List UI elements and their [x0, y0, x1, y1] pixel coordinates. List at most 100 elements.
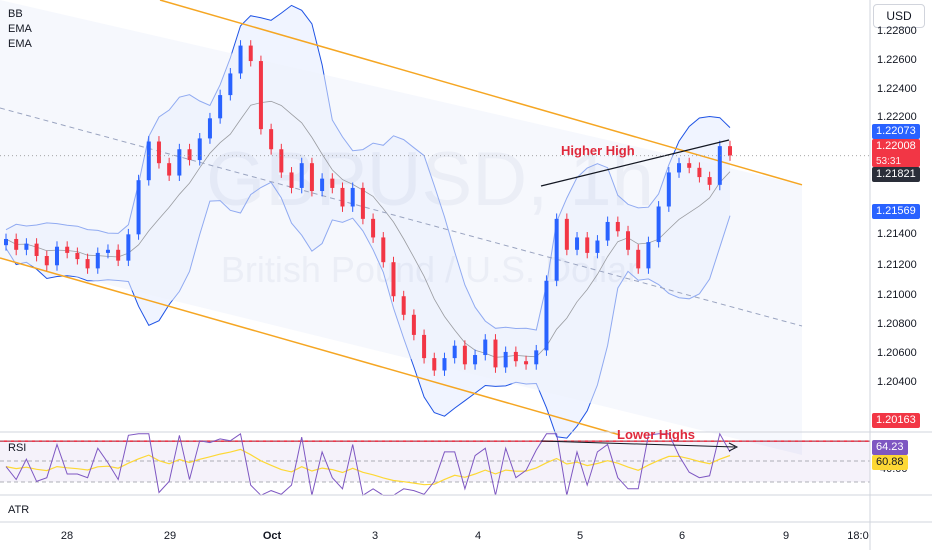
rsi-line[interactable]: [5, 432, 731, 497]
candle[interactable]: [197, 133, 202, 166]
candle[interactable]: [636, 244, 641, 274]
candle[interactable]: [554, 213, 559, 287]
candle[interactable]: [14, 233, 19, 256]
candle[interactable]: [218, 89, 223, 124]
candle[interactable]: [320, 173, 325, 197]
lower-highs-label: Lower Highs: [617, 427, 696, 442]
candle[interactable]: [34, 238, 39, 262]
candle[interactable]: [24, 238, 29, 256]
candle[interactable]: [717, 140, 722, 191]
candle[interactable]: [156, 136, 161, 169]
channel-lower-line[interactable]: [0, 257, 621, 436]
candle[interactable]: [238, 40, 243, 79]
candle-body: [534, 350, 539, 365]
price-axis-tick: 1.22200: [877, 111, 917, 123]
candle[interactable]: [340, 182, 345, 212]
candle[interactable]: [146, 136, 151, 186]
candle[interactable]: [136, 174, 141, 240]
candle[interactable]: [95, 247, 100, 274]
candle[interactable]: [513, 346, 518, 367]
candle[interactable]: [595, 235, 600, 259]
candle[interactable]: [462, 340, 467, 370]
candle[interactable]: [4, 233, 8, 251]
atr-pane-label[interactable]: ATR: [8, 504, 30, 516]
candle[interactable]: [687, 157, 692, 174]
candle[interactable]: [605, 216, 610, 246]
candle[interactable]: [228, 68, 233, 101]
candle[interactable]: [248, 40, 253, 67]
candle[interactable]: [350, 182, 355, 212]
candle[interactable]: [585, 232, 590, 259]
candle-body: [575, 237, 580, 250]
candle[interactable]: [493, 334, 498, 373]
time-axis-tick: Oct: [262, 530, 282, 542]
candle[interactable]: [524, 355, 529, 370]
time-axis-tick: 4: [474, 530, 482, 542]
price-axis-tick: 1.20400: [877, 376, 917, 388]
candle[interactable]: [65, 241, 70, 259]
candle[interactable]: [707, 171, 712, 191]
candle[interactable]: [54, 241, 59, 271]
candle[interactable]: [126, 228, 131, 267]
indicator-label-bb[interactable]: BB: [8, 8, 23, 20]
candle[interactable]: [646, 236, 651, 274]
candle[interactable]: [371, 213, 376, 243]
candle[interactable]: [116, 244, 121, 267]
price-axis-tick: 1.21400: [877, 228, 917, 240]
candle[interactable]: [279, 143, 284, 178]
candle[interactable]: [309, 157, 314, 197]
channel-upper-line[interactable]: [159, 0, 803, 186]
candle[interactable]: [105, 244, 110, 259]
candle[interactable]: [258, 55, 263, 135]
candle[interactable]: [187, 143, 192, 166]
candle[interactable]: [473, 349, 478, 370]
candle[interactable]: [534, 344, 539, 370]
channel-median-line[interactable]: [0, 107, 803, 327]
candle[interactable]: [85, 253, 90, 274]
lower-highs-trendline[interactable]: [540, 440, 736, 448]
candle[interactable]: [289, 167, 294, 194]
candle[interactable]: [452, 340, 457, 364]
rsi-ma-line[interactable]: [5, 448, 731, 486]
candle[interactable]: [360, 182, 365, 225]
candle[interactable]: [564, 213, 569, 256]
candle[interactable]: [442, 352, 447, 376]
candle[interactable]: [615, 216, 620, 237]
candle[interactable]: [503, 346, 508, 373]
candle[interactable]: [401, 290, 406, 321]
candle[interactable]: [697, 162, 702, 183]
candle[interactable]: [432, 352, 437, 376]
candle[interactable]: [544, 275, 549, 356]
candle[interactable]: [330, 173, 335, 194]
candle[interactable]: [422, 329, 427, 364]
candle[interactable]: [269, 123, 274, 155]
candle-body: [279, 149, 284, 173]
candle[interactable]: [483, 334, 488, 361]
indicator-label-ema-2[interactable]: EMA: [8, 38, 32, 50]
candle[interactable]: [666, 167, 671, 212]
candle[interactable]: [167, 157, 172, 181]
candle[interactable]: [411, 309, 416, 341]
higher-high-trendline[interactable]: [540, 139, 730, 187]
candle[interactable]: [207, 112, 212, 144]
candle[interactable]: [44, 250, 49, 271]
rsi-pane-label[interactable]: RSI: [8, 442, 27, 454]
candle[interactable]: [75, 247, 80, 265]
currency-button[interactable]: USD: [873, 4, 925, 28]
candle[interactable]: [728, 140, 732, 161]
candle[interactable]: [626, 225, 631, 256]
candle-body: [728, 146, 732, 156]
candle[interactable]: [575, 232, 580, 256]
candle[interactable]: [299, 157, 304, 194]
candle[interactable]: [677, 157, 682, 178]
candle[interactable]: [177, 143, 182, 181]
candle-body: [289, 172, 294, 188]
candle-body: [503, 351, 508, 368]
candle[interactable]: [391, 256, 396, 302]
candle[interactable]: [656, 201, 661, 248]
indicator-label-ema-1[interactable]: EMA: [8, 23, 32, 35]
candle-body: [595, 240, 600, 253]
candle-body: [513, 351, 518, 362]
candle[interactable]: [381, 232, 386, 268]
